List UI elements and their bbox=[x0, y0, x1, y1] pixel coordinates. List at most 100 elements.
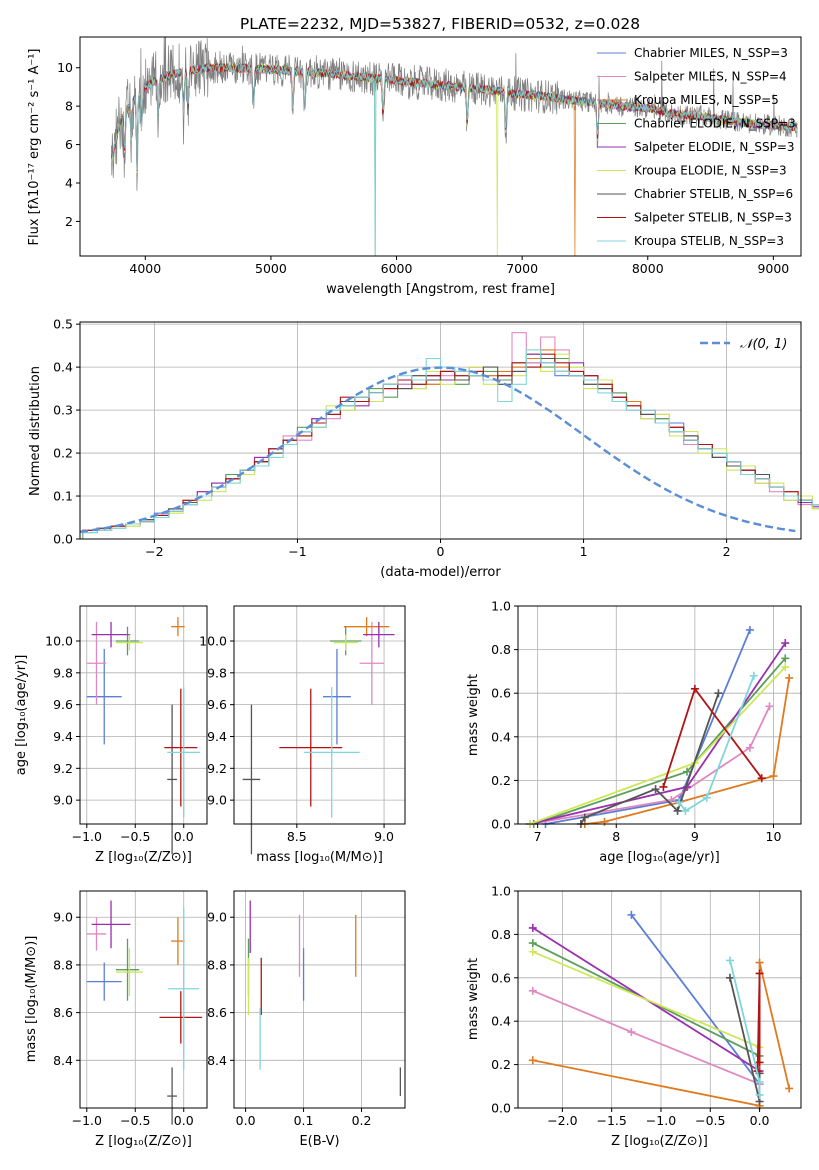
x-axis-label: mass [log₁₀(M/M⊙)] bbox=[256, 850, 383, 865]
series-line bbox=[678, 675, 755, 813]
plus-marker bbox=[755, 1077, 764, 1086]
plus-marker bbox=[781, 639, 790, 648]
axes-frame bbox=[79, 36, 802, 257]
errorbar-point bbox=[333, 634, 358, 651]
errorbar-point bbox=[322, 648, 351, 745]
plot-area bbox=[86, 900, 203, 1125]
plus-marker bbox=[785, 1084, 794, 1093]
errorbar-point bbox=[167, 687, 201, 818]
y-tick-label: 9.0 bbox=[207, 910, 227, 925]
axes: −2.0 −1.5 −1.0 −0.5 0.0 0.0 0.2 0.4 0.6 0.8 1.0 Z [… bbox=[466, 884, 802, 1149]
y-tick-label: 8.4 bbox=[53, 1053, 73, 1068]
y-tick-label: 9.8 bbox=[53, 665, 73, 680]
x-tick-label: 8.5 bbox=[287, 829, 307, 844]
y-tick-label: 9.0 bbox=[53, 793, 73, 808]
mass-weight-series bbox=[659, 684, 766, 791]
y-tick-label: 0.2 bbox=[491, 1057, 511, 1072]
plus-marker bbox=[528, 939, 537, 948]
panel-residuals: −2 −1 0 1 2 0.0 0.1 0.2 0.3 0.4 0.5 (data-model)/er… bbox=[28, 317, 819, 580]
legend-entry: Kroupa ELODIE, N_SSP=3 bbox=[634, 164, 787, 178]
x-tick-label: 0.0 bbox=[236, 1113, 256, 1128]
x-tick-label: −2 bbox=[145, 544, 163, 559]
y-axis-label: Flux [fλ10⁻¹⁷ erg cm⁻² s⁻¹ A⁻¹] bbox=[27, 49, 42, 246]
plus-marker bbox=[726, 956, 735, 965]
errorbar-point bbox=[171, 917, 185, 965]
errorbar-point bbox=[91, 621, 131, 648]
y-tick-label: 8.8 bbox=[53, 957, 73, 972]
y-tick-label: 0.2 bbox=[491, 773, 511, 788]
plus-marker bbox=[580, 813, 589, 822]
x-axis-label: (data-model)/error bbox=[380, 565, 501, 580]
series-line bbox=[529, 666, 786, 825]
x-tick-label: 2 bbox=[723, 544, 731, 559]
mass-weight-series bbox=[528, 947, 764, 1052]
plus-marker bbox=[659, 782, 668, 791]
panel-age-vs-mass: 8.5 9.0 9.0 9.2 9.4 9.6 9.8 10.0 mass [log₁₀(M/M… bbox=[199, 605, 406, 865]
histogram-series bbox=[82, 353, 819, 539]
errorbar-point bbox=[86, 962, 122, 1001]
y-tick-label: 0.4 bbox=[491, 1014, 511, 1029]
legend-entry: 𝒩(0, 1) bbox=[740, 337, 787, 352]
x-tick-label: 4000 bbox=[129, 261, 161, 276]
legend-entry: Salpeter MILES, N_SSP=4 bbox=[634, 70, 787, 84]
y-tick-label: 6 bbox=[65, 137, 73, 152]
errorbar-point bbox=[115, 938, 140, 1001]
y-tick-label: 0.0 bbox=[491, 1101, 511, 1116]
y-tick-label: 9.8 bbox=[207, 665, 227, 680]
errorbar-point bbox=[168, 907, 200, 1070]
y-tick-label: 8 bbox=[65, 99, 73, 114]
plus-marker bbox=[714, 689, 723, 698]
axes-frame bbox=[233, 605, 406, 825]
y-axis-label: mass weight bbox=[466, 674, 481, 756]
mass-weight-series bbox=[541, 625, 754, 828]
series-line bbox=[529, 705, 771, 825]
errorbar-point bbox=[115, 634, 144, 651]
axes: −2 −1 0 1 2 0.0 0.1 0.2 0.3 0.4 0.5 (data-model)/er… bbox=[28, 317, 802, 580]
errorbar-point bbox=[91, 900, 131, 949]
y-tick-label: 1.0 bbox=[491, 599, 511, 614]
x-tick-label: 5000 bbox=[255, 261, 287, 276]
errorbar-point bbox=[167, 704, 177, 855]
plus-marker bbox=[690, 684, 699, 693]
y-axis-label: mass [log₁₀(M/M⊙)] bbox=[24, 936, 39, 1063]
plot-area bbox=[525, 625, 794, 828]
y-tick-label: 10.0 bbox=[45, 634, 73, 649]
plus-marker bbox=[769, 772, 778, 781]
y-tick-label: 8.8 bbox=[207, 957, 227, 972]
x-tick-label: 1 bbox=[580, 544, 588, 559]
axes: 0.0 0.1 0.2 8.4 8.6 8.8 9.0 E(B-V) bbox=[207, 890, 406, 1149]
plot-area bbox=[79, 332, 819, 539]
plus-marker bbox=[627, 1028, 636, 1037]
chart-layer: 4000 5000 6000 7000 8000 9000246810wavelength… bbox=[14, 36, 819, 1149]
y-axis-label: Normed distribution bbox=[28, 366, 43, 496]
y-tick-label: 0.1 bbox=[53, 489, 73, 504]
y-tick-label: 9.4 bbox=[207, 729, 227, 744]
x-tick-label: 9 bbox=[691, 829, 699, 844]
axes-frame bbox=[79, 605, 208, 825]
y-tick-label: 0.3 bbox=[53, 403, 73, 418]
y-tick-label: 1.0 bbox=[491, 884, 511, 899]
plus-marker bbox=[745, 625, 754, 634]
plus-marker bbox=[781, 663, 790, 672]
y-tick-label: 9.0 bbox=[207, 793, 227, 808]
mass-weight-series bbox=[753, 969, 764, 1076]
errorbar-point bbox=[115, 626, 140, 656]
plus-marker bbox=[749, 671, 758, 680]
legend-entry: Salpeter STELIB, N_SSP=3 bbox=[634, 211, 792, 225]
x-tick-label: 10 bbox=[766, 829, 782, 844]
y-tick-label: 0.0 bbox=[53, 532, 73, 547]
errorbar-point bbox=[159, 991, 203, 1044]
axes-frame bbox=[517, 605, 802, 825]
x-axis-label: Z [log₁₀(Z/Z⊙)] bbox=[95, 850, 192, 865]
panel-mass-weight-vs-Z: −2.0 −1.5 −1.0 −0.5 0.0 0.0 0.2 0.4 0.6 0.8 1.0 Z [… bbox=[466, 884, 802, 1149]
x-tick-label: 7 bbox=[534, 829, 542, 844]
x-tick-label: −1.0 bbox=[646, 1113, 676, 1128]
histogram-series bbox=[82, 332, 819, 539]
y-tick-label: 9.2 bbox=[53, 761, 73, 776]
x-tick-label: −1 bbox=[288, 544, 306, 559]
mass-weight-series bbox=[675, 671, 758, 815]
x-tick-label: 0.0 bbox=[174, 829, 194, 844]
legend: 𝒩(0, 1) bbox=[700, 337, 787, 352]
y-tick-label: 0.2 bbox=[53, 446, 73, 461]
axes: −1.0 −0.5 0.0 9.0 9.2 9.4 9.6 9.8 10.0 Z [log₁₀(Z… bbox=[14, 605, 208, 865]
